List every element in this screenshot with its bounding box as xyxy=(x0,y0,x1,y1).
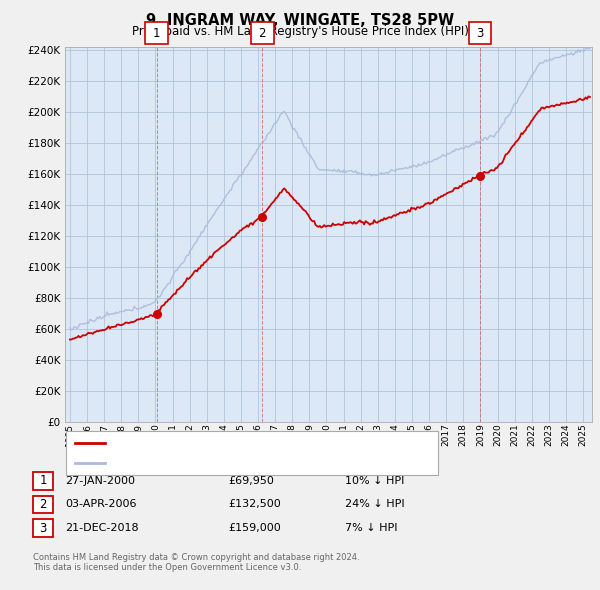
Text: 1: 1 xyxy=(40,474,47,487)
Text: 1: 1 xyxy=(153,27,160,40)
Text: 24% ↓ HPI: 24% ↓ HPI xyxy=(345,500,404,509)
Text: 21-DEC-2018: 21-DEC-2018 xyxy=(65,523,139,533)
Text: 9, INGRAM WAY, WINGATE, TS28 5PW: 9, INGRAM WAY, WINGATE, TS28 5PW xyxy=(146,13,454,28)
Text: £132,500: £132,500 xyxy=(228,500,281,509)
Text: 7% ↓ HPI: 7% ↓ HPI xyxy=(345,523,398,533)
Text: 3: 3 xyxy=(40,522,47,535)
Text: 03-APR-2006: 03-APR-2006 xyxy=(65,500,136,509)
Text: 2: 2 xyxy=(259,27,266,40)
Text: Contains HM Land Registry data © Crown copyright and database right 2024.: Contains HM Land Registry data © Crown c… xyxy=(33,553,359,562)
Text: 27-JAN-2000: 27-JAN-2000 xyxy=(65,476,135,486)
Text: This data is licensed under the Open Government Licence v3.0.: This data is licensed under the Open Gov… xyxy=(33,563,301,572)
Text: 10% ↓ HPI: 10% ↓ HPI xyxy=(345,476,404,486)
Text: 2: 2 xyxy=(40,498,47,511)
Text: 9, INGRAM WAY, WINGATE, TS28 5PW (detached house): 9, INGRAM WAY, WINGATE, TS28 5PW (detach… xyxy=(109,438,398,448)
Text: £69,950: £69,950 xyxy=(228,476,274,486)
Text: Price paid vs. HM Land Registry's House Price Index (HPI): Price paid vs. HM Land Registry's House … xyxy=(131,25,469,38)
Text: 3: 3 xyxy=(476,27,484,40)
Text: £159,000: £159,000 xyxy=(228,523,281,533)
Text: HPI: Average price, detached house, County Durham: HPI: Average price, detached house, Coun… xyxy=(109,458,385,468)
